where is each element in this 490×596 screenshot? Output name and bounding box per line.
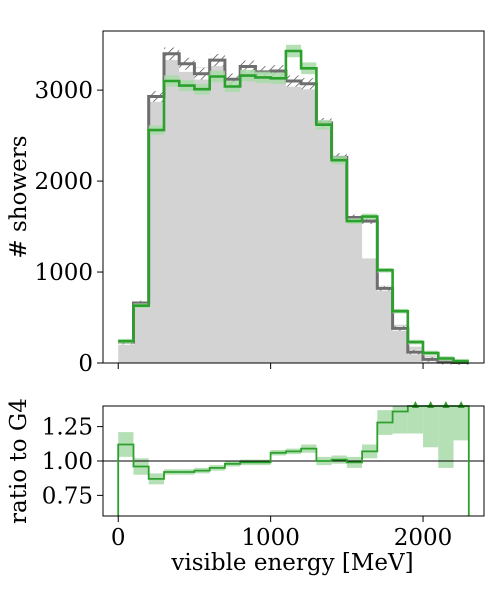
ratio-band-bin [407,406,424,434]
histogram-y-tick-label: 0 [78,351,93,377]
ratio-y-ticks: 0.75 1.00 1.25 [42,415,103,509]
histogram-y-axis-label: # showers [6,135,32,258]
ratio-marks [103,401,484,516]
histogram-y-ticks: 0 1000 2000 3000 [34,78,103,377]
ratio-band-bin [423,406,439,448]
histogram-filled-area [118,58,469,364]
histogram-y-tick-label: 2000 [34,169,93,195]
histogram-plot-frame [102,30,485,364]
ratio-step-line [117,405,470,516]
ratio-band-bin [438,406,454,468]
histogram-y-tick-label: 1000 [34,260,93,286]
ratio-x-ticks: 0 1000 2000 [111,516,452,551]
histogram-x-ticks [117,363,424,369]
ratio-overflow-marker [411,401,419,408]
ratio-plot-frame [102,405,485,517]
ratio-overflow-marker [442,401,450,408]
ratio-x-tick-label: 0 [111,525,126,551]
ratio-overflow-marker [457,401,465,408]
ratio-overflow-marker [427,401,435,408]
histogram-panel: 0 1000 2000 3000 # showers [6,30,485,377]
ratio-y-tick-label: 1.00 [42,449,93,475]
histogram-y-tick-label: 3000 [34,78,93,104]
ratio-panel: 0.75 1.00 1.25 0 1000 2000 ratio to G4 visib… [6,398,485,576]
ratio-x-tick-label: 1000 [241,525,300,551]
ratio-band-bin [453,406,469,441]
ratio-x-tick-label: 2000 [394,525,453,551]
ratio-y-axis-label: ratio to G4 [6,398,32,524]
green-step-line [118,49,469,363]
histogram-marks [118,44,469,365]
ratio-band-bin [392,406,408,434]
ratio-y-tick-label: 0.75 [42,483,93,509]
ratio-y-tick-label: 1.25 [42,415,93,441]
ratio-x-axis-label: visible energy [MeV] [170,550,413,576]
